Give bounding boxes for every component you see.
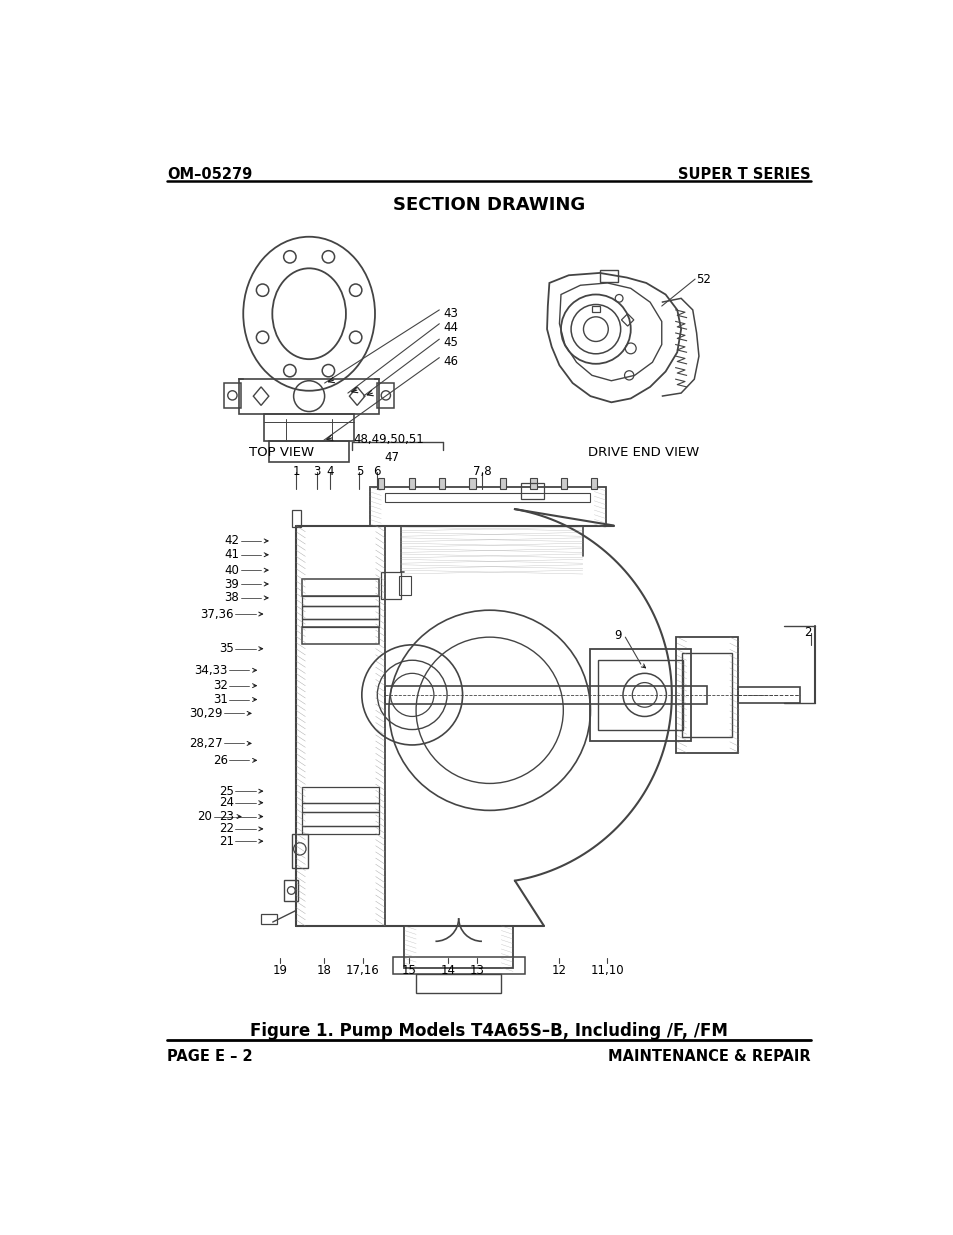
Text: 21: 21	[219, 835, 233, 847]
Text: 32: 32	[213, 679, 228, 692]
Bar	[377, 383, 394, 408]
Bar	[404, 926, 513, 968]
Text: 37,36: 37,36	[200, 608, 233, 620]
Text: 14: 14	[440, 965, 455, 977]
Text: 39: 39	[224, 578, 239, 590]
Text: Figure 1. Pump Models T4A65S–B, Including /F, /FM: Figure 1. Pump Models T4A65S–B, Includin…	[250, 1023, 727, 1040]
Bar	[398, 576, 410, 595]
Text: 41: 41	[224, 548, 239, 561]
Bar	[261, 914, 276, 924]
Text: SECTION DRAWING: SECTION DRAWING	[393, 196, 584, 214]
Text: 3: 3	[313, 466, 320, 478]
Text: 28,27: 28,27	[189, 737, 222, 750]
Bar	[599, 270, 618, 282]
Bar	[381, 572, 400, 599]
Bar	[592, 306, 599, 312]
Bar	[591, 478, 597, 489]
Bar	[292, 510, 301, 527]
Bar	[681, 652, 731, 737]
Text: 5: 5	[355, 466, 363, 478]
Text: OM–05279: OM–05279	[167, 167, 253, 182]
Bar	[302, 811, 378, 826]
Text: 23: 23	[219, 810, 233, 823]
Text: 34,33: 34,33	[194, 663, 228, 677]
Bar	[675, 637, 737, 752]
Text: 9: 9	[613, 630, 620, 642]
Bar	[438, 478, 445, 489]
Bar	[302, 787, 378, 803]
Text: 6: 6	[374, 466, 380, 478]
Bar	[385, 493, 590, 503]
Bar	[224, 383, 241, 408]
Bar	[469, 478, 476, 489]
Bar	[302, 579, 378, 597]
Text: 40: 40	[224, 563, 239, 577]
Bar	[269, 441, 349, 462]
Text: 13: 13	[470, 965, 484, 977]
Bar	[302, 605, 378, 620]
Bar	[560, 478, 566, 489]
Text: 47: 47	[384, 451, 399, 464]
Text: 44: 44	[443, 321, 457, 333]
Bar	[590, 648, 691, 741]
Bar	[302, 620, 378, 627]
Text: 45: 45	[443, 336, 457, 350]
Text: 4: 4	[326, 466, 334, 478]
Bar	[393, 957, 524, 973]
Text: 42: 42	[224, 535, 239, 547]
Bar	[295, 526, 385, 926]
Bar	[530, 478, 536, 489]
Bar	[264, 414, 354, 441]
Text: 46: 46	[443, 354, 457, 368]
Text: 30,29: 30,29	[189, 706, 222, 720]
Bar	[239, 379, 378, 414]
Text: PAGE E – 2: PAGE E – 2	[167, 1049, 253, 1065]
Text: 18: 18	[316, 965, 331, 977]
Bar	[302, 597, 378, 605]
Text: 22: 22	[219, 823, 233, 835]
Bar	[416, 973, 500, 993]
Bar	[598, 661, 682, 730]
Text: 48,49,50,51: 48,49,50,51	[353, 433, 423, 446]
Text: DRIVE END VIEW: DRIVE END VIEW	[587, 446, 699, 459]
Text: 43: 43	[443, 306, 457, 320]
Text: MAINTENANCE & REPAIR: MAINTENANCE & REPAIR	[607, 1049, 810, 1065]
Bar	[302, 803, 378, 811]
Bar	[302, 627, 378, 645]
Text: 1: 1	[292, 466, 299, 478]
Text: 52: 52	[696, 273, 711, 287]
Text: 35: 35	[219, 642, 233, 656]
Text: 17,16: 17,16	[345, 965, 379, 977]
Text: 25: 25	[219, 784, 233, 798]
Bar	[284, 879, 298, 902]
Bar	[499, 478, 505, 489]
Bar	[737, 687, 799, 703]
Text: 2: 2	[802, 626, 810, 638]
Bar	[302, 826, 378, 834]
Bar	[408, 478, 415, 489]
Bar	[385, 685, 706, 704]
Text: 15: 15	[401, 965, 416, 977]
Bar	[369, 487, 605, 526]
Text: 11,10: 11,10	[590, 965, 623, 977]
Text: 19: 19	[273, 965, 288, 977]
Text: TOP VIEW: TOP VIEW	[249, 446, 314, 459]
Text: 24: 24	[219, 797, 233, 809]
Text: 31: 31	[213, 693, 228, 706]
Text: SUPER T SERIES: SUPER T SERIES	[678, 167, 810, 182]
Text: 20: 20	[197, 810, 212, 823]
Bar	[377, 478, 384, 489]
Text: 12: 12	[551, 965, 565, 977]
Text: 38: 38	[224, 592, 239, 604]
Text: 26: 26	[213, 753, 228, 767]
Bar	[292, 834, 307, 868]
Bar	[520, 483, 543, 499]
Text: 7,8: 7,8	[472, 466, 491, 478]
